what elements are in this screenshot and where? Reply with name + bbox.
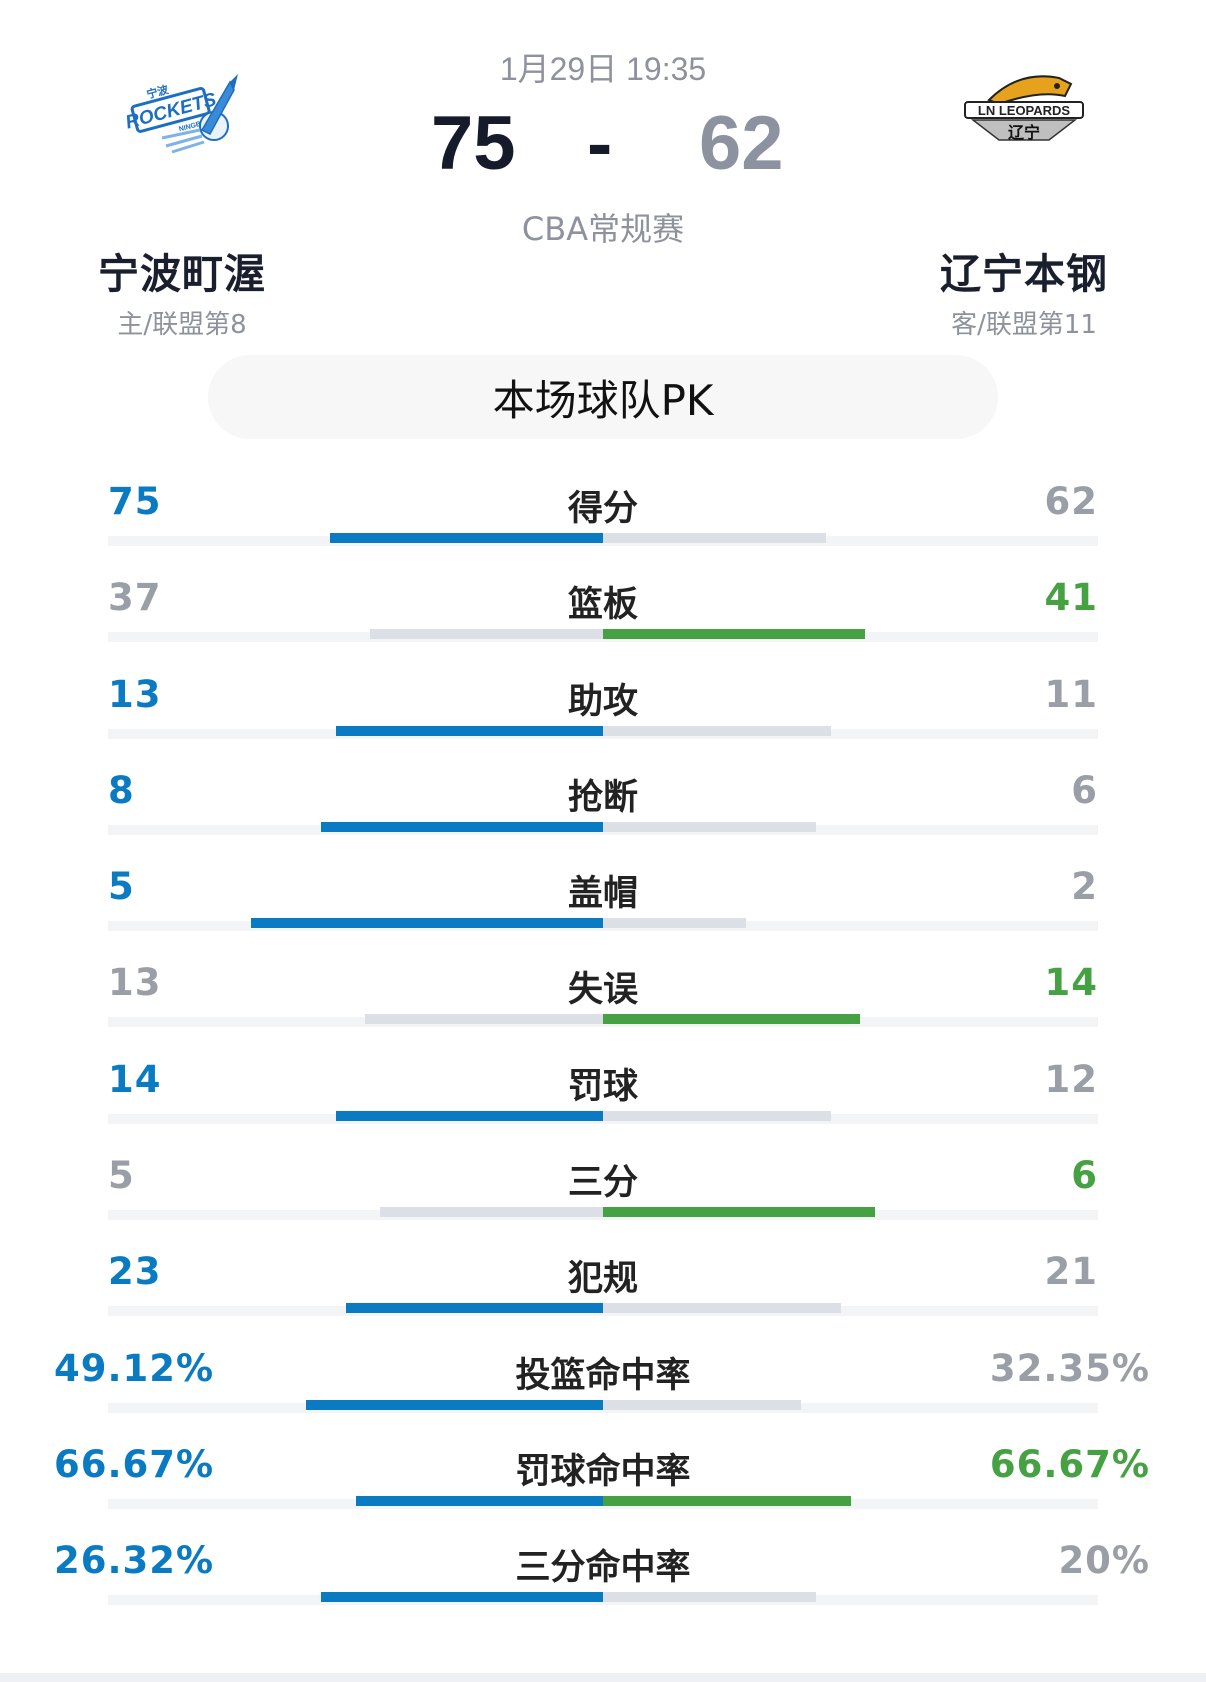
home-stat-bar bbox=[251, 918, 603, 929]
home-stat-value: 26.32% bbox=[54, 1539, 215, 1583]
away-team-rank: 客/联盟第11 bbox=[951, 310, 1097, 340]
stat-label: 篮板 bbox=[567, 585, 638, 626]
stat-label: 失误 bbox=[567, 970, 638, 1011]
stat-row: 49.12% 投篮命中率 32.35% bbox=[0, 1337, 1206, 1433]
home-team-name: 宁波町渥 bbox=[98, 250, 266, 298]
away-stat-value: 21 bbox=[1044, 1250, 1098, 1294]
league-name: CBA常规赛 bbox=[521, 210, 685, 248]
away-stat-value: 11 bbox=[1044, 672, 1098, 716]
svg-text:辽宁: 辽宁 bbox=[1008, 123, 1040, 142]
away-stat-bar bbox=[603, 725, 831, 736]
away-stat-bar bbox=[603, 821, 816, 832]
match-info: 1月29日 19:35 75 - 62 CBA常规赛 bbox=[403, 44, 803, 250]
home-team[interactable]: ROCKETS 宁波 NINGBO 宁波町渥 主/联盟第8 bbox=[52, 60, 312, 341]
home-stat-value: 5 bbox=[108, 865, 135, 909]
section-title-team-pk: 本场球队PK bbox=[208, 355, 998, 439]
stat-row: 13 失误 14 bbox=[0, 951, 1206, 1047]
stat-label: 三分 bbox=[567, 1163, 638, 1204]
stat-label: 盖帽 bbox=[567, 874, 638, 915]
stat-label: 三分命中率 bbox=[515, 1548, 691, 1589]
home-stat-bar bbox=[356, 1495, 603, 1506]
stat-row: 5 盖帽 2 bbox=[0, 855, 1206, 951]
away-stat-value: 32.35% bbox=[989, 1346, 1150, 1390]
home-stat-value: 66.67% bbox=[54, 1442, 215, 1486]
away-stat-bar bbox=[603, 629, 865, 640]
stat-row: 75 得分 62 bbox=[0, 470, 1206, 566]
away-stat-bar bbox=[603, 1207, 875, 1218]
away-stat-value: 2 bbox=[1071, 865, 1098, 909]
away-stat-bar bbox=[603, 1014, 860, 1025]
home-stat-bar bbox=[336, 1110, 603, 1121]
scoreboard: 75 - 62 bbox=[403, 100, 803, 200]
stat-label: 投篮命中率 bbox=[515, 1355, 691, 1396]
stat-row: 5 三分 6 bbox=[0, 1144, 1206, 1240]
home-team-rank: 主/联盟第8 bbox=[117, 310, 247, 340]
home-stat-bar bbox=[321, 821, 603, 832]
home-stat-value: 37 bbox=[108, 576, 162, 620]
away-stat-value: 12 bbox=[1044, 1057, 1098, 1101]
stat-row: 23 犯规 21 bbox=[0, 1240, 1206, 1336]
home-stat-bar bbox=[346, 1303, 603, 1314]
away-stat-bar bbox=[603, 533, 826, 543]
svg-text:LN LEOPARDS: LN LEOPARDS bbox=[978, 103, 1071, 118]
away-team-name: 辽宁本钢 bbox=[940, 250, 1108, 298]
away-stat-bar bbox=[603, 1495, 851, 1506]
home-stat-value: 49.12% bbox=[54, 1346, 215, 1390]
leopards-logo-icon: LN LEOPARDS 辽宁 bbox=[964, 60, 1084, 160]
away-stat-value: 41 bbox=[1044, 576, 1098, 620]
match-header: ROCKETS 宁波 NINGBO 宁波町渥 主/联盟第8 1月29日 19:3… bbox=[0, 0, 1206, 340]
svg-text:宁波: 宁波 bbox=[145, 82, 171, 101]
stat-row: 14 罚球 12 bbox=[0, 1048, 1206, 1144]
away-stat-bar bbox=[603, 1399, 801, 1410]
home-stat-value: 13 bbox=[108, 961, 162, 1005]
home-stat-bar bbox=[380, 1207, 603, 1218]
score-separator: - bbox=[587, 101, 613, 186]
away-stat-value: 6 bbox=[1071, 1154, 1098, 1198]
home-stat-bar bbox=[370, 629, 603, 640]
away-stat-bar bbox=[603, 1110, 831, 1121]
away-stat-value: 62 bbox=[1044, 480, 1098, 523]
away-stat-value: 66.67% bbox=[989, 1442, 1150, 1486]
home-stat-value: 8 bbox=[108, 768, 135, 812]
home-stat-bar bbox=[306, 1399, 603, 1410]
home-stat-bar bbox=[336, 725, 603, 736]
away-stat-bar bbox=[603, 1303, 841, 1314]
home-stat-value: 5 bbox=[108, 1154, 135, 1198]
stat-row: 37 篮板 41 bbox=[0, 566, 1206, 662]
stat-row: 13 助攻 11 bbox=[0, 663, 1206, 759]
stat-label: 助攻 bbox=[567, 681, 638, 722]
home-stat-value: 75 bbox=[108, 480, 162, 523]
away-stat-value: 20% bbox=[1058, 1539, 1150, 1583]
away-stat-value: 6 bbox=[1071, 768, 1098, 812]
rockets-logo-icon: ROCKETS 宁波 NINGBO bbox=[122, 60, 242, 160]
home-stat-value: 23 bbox=[108, 1250, 162, 1294]
stat-row: 26.32% 三分命中率 20% bbox=[0, 1529, 1206, 1625]
stat-label: 罚球 bbox=[567, 1066, 638, 1107]
home-stat-bar bbox=[330, 533, 603, 543]
team-comparison-list: 75 得分 62 37 篮板 41 13 助攻 11 8 抢断 6 5 盖帽 2 13 失误 14 14 罚球 12 5 三… bbox=[0, 470, 1206, 1626]
away-stat-value: 14 bbox=[1044, 961, 1098, 1005]
stat-label: 抢断 bbox=[567, 777, 638, 818]
home-score: 75 bbox=[431, 101, 516, 186]
stat-label: 得分 bbox=[567, 489, 638, 529]
bottom-divider bbox=[0, 1673, 1206, 1682]
stat-label: 犯规 bbox=[567, 1259, 638, 1300]
home-stat-bar bbox=[321, 1592, 603, 1603]
away-score: 62 bbox=[699, 101, 784, 186]
away-stat-bar bbox=[603, 918, 746, 929]
stat-row: 66.67% 罚球命中率 66.67% bbox=[0, 1433, 1206, 1529]
home-stat-value: 13 bbox=[108, 672, 162, 716]
stat-label: 罚球命中率 bbox=[515, 1451, 691, 1492]
stat-row: 8 抢断 6 bbox=[0, 759, 1206, 855]
away-stat-bar bbox=[603, 1592, 816, 1603]
home-stat-value: 14 bbox=[108, 1057, 162, 1101]
away-team[interactable]: LN LEOPARDS 辽宁 辽宁本钢 客/联盟第11 bbox=[894, 60, 1154, 341]
match-datetime: 1月29日 19:35 bbox=[499, 51, 707, 87]
home-stat-bar bbox=[365, 1014, 603, 1025]
